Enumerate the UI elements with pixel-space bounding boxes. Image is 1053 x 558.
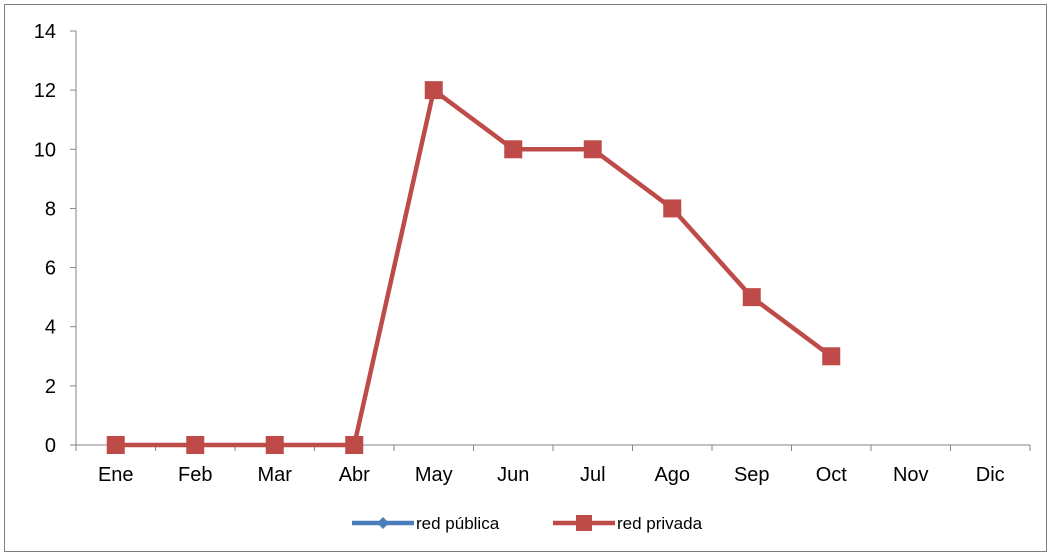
legend-item: red pública — [352, 514, 500, 533]
legend-label: red pública — [416, 514, 500, 533]
x-tick-label: Mar — [258, 464, 293, 486]
x-tick-label: Nov — [893, 464, 929, 486]
x-axis-ticks: Ene Feb Mar Abr May Jun Jul Ago Sep Oct Nov Dic — [75, 445, 1031, 486]
series-2 — [106, 81, 841, 454]
y-tick-label: 6 — [45, 258, 56, 280]
data-point — [822, 347, 841, 366]
y-tick-label: 8 — [45, 198, 56, 220]
chart-legend: red pública red privada — [352, 514, 703, 533]
x-tick-label: Oct — [816, 464, 848, 486]
legend-label: red privada — [617, 514, 703, 533]
x-tick-label: Ene — [98, 464, 134, 486]
y-tick-label: 0 — [45, 435, 56, 457]
x-tick-label: Feb — [178, 464, 212, 486]
y-tick-label: 4 — [45, 317, 56, 339]
chart-series — [106, 81, 841, 454]
data-point — [106, 436, 125, 454]
y-tick-label: 2 — [45, 376, 56, 398]
series-line — [115, 87, 833, 448]
data-point — [265, 436, 284, 454]
data-point — [424, 81, 443, 100]
legend-swatch-marker — [576, 515, 592, 531]
data-point — [504, 140, 523, 159]
y-tick-label: 10 — [34, 139, 56, 161]
data-point — [663, 199, 682, 218]
y-axis-ticks: 0 2 4 6 8 10 12 14 — [34, 21, 76, 457]
data-point — [583, 140, 602, 159]
chart-axes — [75, 31, 1030, 446]
x-tick-label: Jul — [580, 464, 606, 486]
x-tick-label: Abr — [339, 464, 370, 486]
data-point — [742, 288, 761, 307]
x-tick-label: May — [415, 464, 453, 486]
legend-swatch-marker — [377, 517, 389, 529]
data-point — [345, 436, 364, 454]
x-tick-label: Sep — [734, 464, 770, 486]
legend-item: red privada — [553, 514, 703, 533]
y-tick-label: 12 — [34, 80, 56, 102]
x-tick-label: Ago — [654, 464, 690, 486]
x-tick-label: Dic — [976, 464, 1005, 486]
x-tick-label: Jun — [497, 464, 529, 486]
data-point — [186, 436, 205, 454]
chart-frame — [4, 4, 1047, 552]
y-tick-label: 14 — [34, 21, 56, 43]
